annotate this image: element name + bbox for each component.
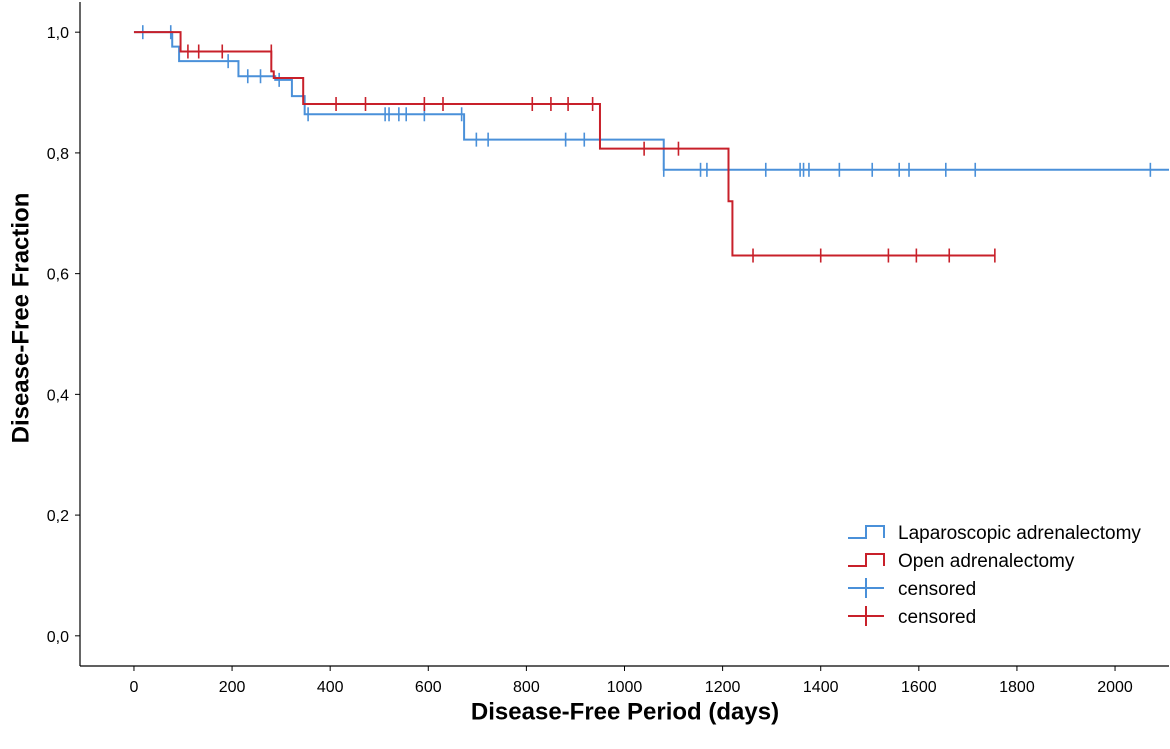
- legend-label: censored: [898, 579, 976, 600]
- x-tick-label: 0: [130, 679, 139, 696]
- y-tick-label: 0,4: [47, 387, 69, 404]
- x-axis-title: Disease-Free Period (days): [471, 698, 779, 725]
- legend-item: censored: [848, 606, 976, 628]
- y-tick-label: 1,0: [47, 25, 69, 42]
- x-tick-label: 400: [317, 679, 344, 696]
- x-tick-label: 200: [219, 679, 246, 696]
- x-tick-label: 1800: [999, 679, 1035, 696]
- y-tick-label: 0,0: [47, 629, 69, 646]
- y-tick-label: 0,8: [47, 146, 69, 163]
- y-axis-title: Disease-Free Fraction: [7, 193, 34, 444]
- legend-label: censored: [898, 607, 976, 628]
- legend-item: censored: [848, 578, 976, 600]
- x-tick-label: 600: [415, 679, 442, 696]
- y-tick-label: 0,2: [47, 508, 69, 525]
- legend-step-swatch: [848, 525, 885, 539]
- y-tick-label: 0,6: [47, 267, 69, 284]
- x-tick-label: 1400: [803, 679, 839, 696]
- legend-item: Open adrenalectomy: [848, 551, 1075, 572]
- x-tick-label: 2000: [1097, 679, 1133, 696]
- x-tick-label: 1200: [705, 679, 741, 696]
- series-open: [133, 31, 996, 263]
- survival-step-line: [133, 31, 1169, 171]
- series-laparoscopic: [133, 25, 1169, 177]
- x-tick-label: 1000: [607, 679, 643, 696]
- legend: Laparoscopic adrenalectomy Open adrenalec…: [848, 523, 1141, 628]
- legend-step-swatch: [848, 553, 885, 567]
- legend-label: Laparoscopic adrenalectomy: [898, 523, 1141, 544]
- x-tick-label: 800: [513, 679, 540, 696]
- survival-step-line: [133, 31, 995, 257]
- x-tick-label: 1600: [901, 679, 937, 696]
- legend-label: Open adrenalectomy: [898, 551, 1075, 572]
- legend-item: Laparoscopic adrenalectomy: [848, 523, 1141, 544]
